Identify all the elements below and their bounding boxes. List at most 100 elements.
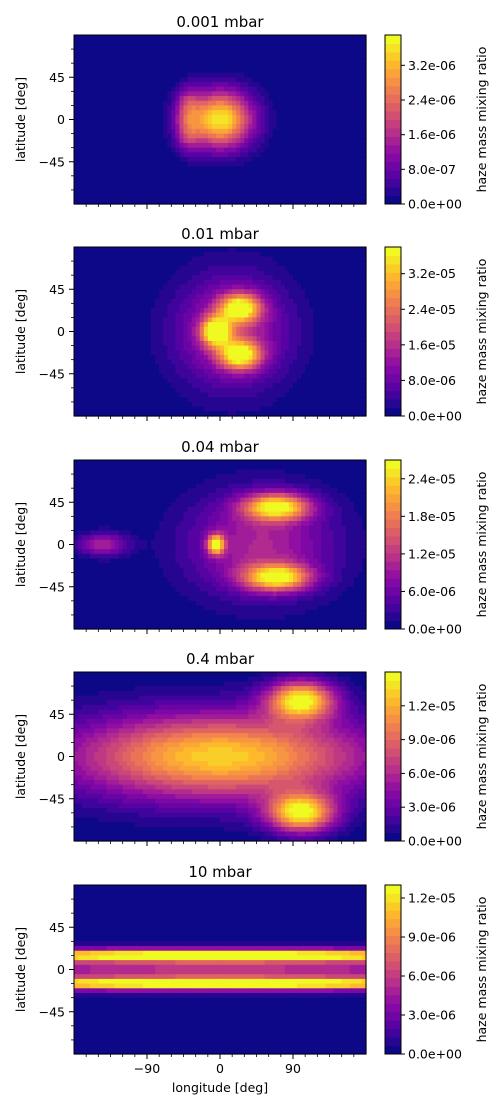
heatmap-cell [179, 392, 185, 398]
heatmap-cell [110, 157, 116, 163]
heatmap-cell [284, 77, 290, 83]
heatmap-cell [163, 279, 168, 286]
heatmap-cell [98, 369, 103, 375]
heatmap-cell [147, 91, 152, 97]
heatmap-cell [175, 340, 181, 347]
heatmap-cell [126, 383, 132, 389]
heatmap-cell [325, 298, 331, 304]
heatmap-cell [82, 303, 87, 309]
heatmap-cell [203, 401, 209, 408]
heatmap-cell [82, 119, 87, 125]
heatmap-cell [215, 67, 221, 74]
heatmap-cell [240, 189, 245, 196]
heatmap-cell [240, 308, 245, 314]
heatmap-cell [211, 81, 217, 88]
heatmap-cell [78, 189, 83, 196]
heatmap-cell [301, 180, 306, 186]
heatmap-cell [317, 279, 322, 286]
heatmap-cell [264, 261, 270, 267]
heatmap-cell [280, 63, 286, 69]
heatmap-cell [301, 373, 306, 380]
heatmap-cell [130, 53, 136, 60]
heatmap-cell [122, 378, 128, 384]
heatmap-cell [268, 331, 274, 337]
heatmap-cell [264, 345, 270, 351]
heatmap-cell [94, 359, 99, 365]
heatmap-cell [126, 369, 132, 375]
heatmap-cell [260, 166, 266, 172]
heatmap-cell [317, 91, 322, 97]
heatmap-cell [86, 171, 91, 177]
heatmap-cell [215, 142, 221, 149]
heatmap-cell [264, 406, 270, 412]
heatmap-cell [147, 49, 152, 55]
heatmap-cell [199, 180, 205, 186]
heatmap-cell [138, 157, 144, 163]
heatmap-cell [86, 359, 91, 365]
heatmap-cell [353, 39, 359, 45]
heatmap-cell [353, 133, 359, 139]
heatmap-cell [288, 119, 294, 125]
heatmap-cell [276, 275, 282, 281]
colorbar-segment [385, 111, 401, 120]
heatmap-cell [86, 256, 91, 262]
heatmap-cell [252, 397, 258, 403]
heatmap-cell [167, 256, 172, 262]
heatmap-cell [207, 345, 213, 351]
heatmap-cell [215, 138, 221, 144]
heatmap-cell [82, 67, 87, 74]
heatmap-cell [102, 411, 108, 417]
heatmap-cell [284, 359, 290, 365]
heatmap-cell [264, 152, 270, 158]
heatmap-cell [232, 105, 237, 111]
heatmap-cell [280, 189, 286, 196]
heatmap-cell [248, 256, 254, 262]
heatmap-cell [118, 152, 124, 158]
heatmap-cell [151, 279, 156, 286]
heatmap-cell [284, 340, 290, 347]
heatmap-cell [179, 265, 185, 272]
heatmap-cell [78, 397, 83, 403]
heatmap-cell [313, 91, 318, 97]
heatmap-cell [171, 77, 176, 83]
colorbar-frame [384, 34, 402, 205]
heatmap-cell [236, 91, 241, 97]
heatmap-cell [138, 185, 144, 191]
heatmap-cell [361, 58, 367, 64]
heatmap-cell [252, 133, 258, 139]
heatmap-cell [167, 312, 172, 319]
heatmap-cell [171, 114, 176, 121]
heatmap-cell [284, 35, 290, 41]
heatmap-cell [159, 317, 164, 323]
heatmap-cell [74, 152, 79, 158]
heatmap-cell [224, 397, 229, 403]
heatmap-cell [114, 161, 120, 168]
heatmap-cell [349, 100, 355, 107]
heatmap-cell [179, 171, 185, 177]
heatmap-cell [228, 265, 233, 272]
heatmap-cell [305, 105, 310, 111]
heatmap-cell [236, 387, 241, 394]
heatmap-cell [78, 166, 83, 172]
heatmap-cell [260, 161, 266, 168]
heatmap-cell [74, 86, 79, 92]
heatmap-cell [297, 161, 302, 168]
heatmap-cell [90, 67, 95, 74]
heatmap-cell [191, 331, 197, 337]
heatmap-cell [211, 166, 217, 172]
heatmap-cell [167, 81, 172, 88]
heatmap-cell [191, 261, 197, 267]
heatmap-cell [211, 247, 217, 253]
heatmap-cell [349, 185, 355, 191]
heatmap-cell [361, 189, 367, 196]
heatmap-cell [333, 128, 339, 135]
heatmap-cell [78, 171, 83, 177]
heatmap-cell [183, 322, 189, 328]
heatmap-cell [272, 275, 278, 281]
heatmap-cell [191, 142, 197, 149]
heatmap-cell [313, 392, 318, 398]
heatmap-cell [86, 86, 91, 92]
heatmap-cell [98, 322, 103, 328]
heatmap-cell [134, 180, 140, 186]
heatmap-cell [151, 251, 156, 257]
